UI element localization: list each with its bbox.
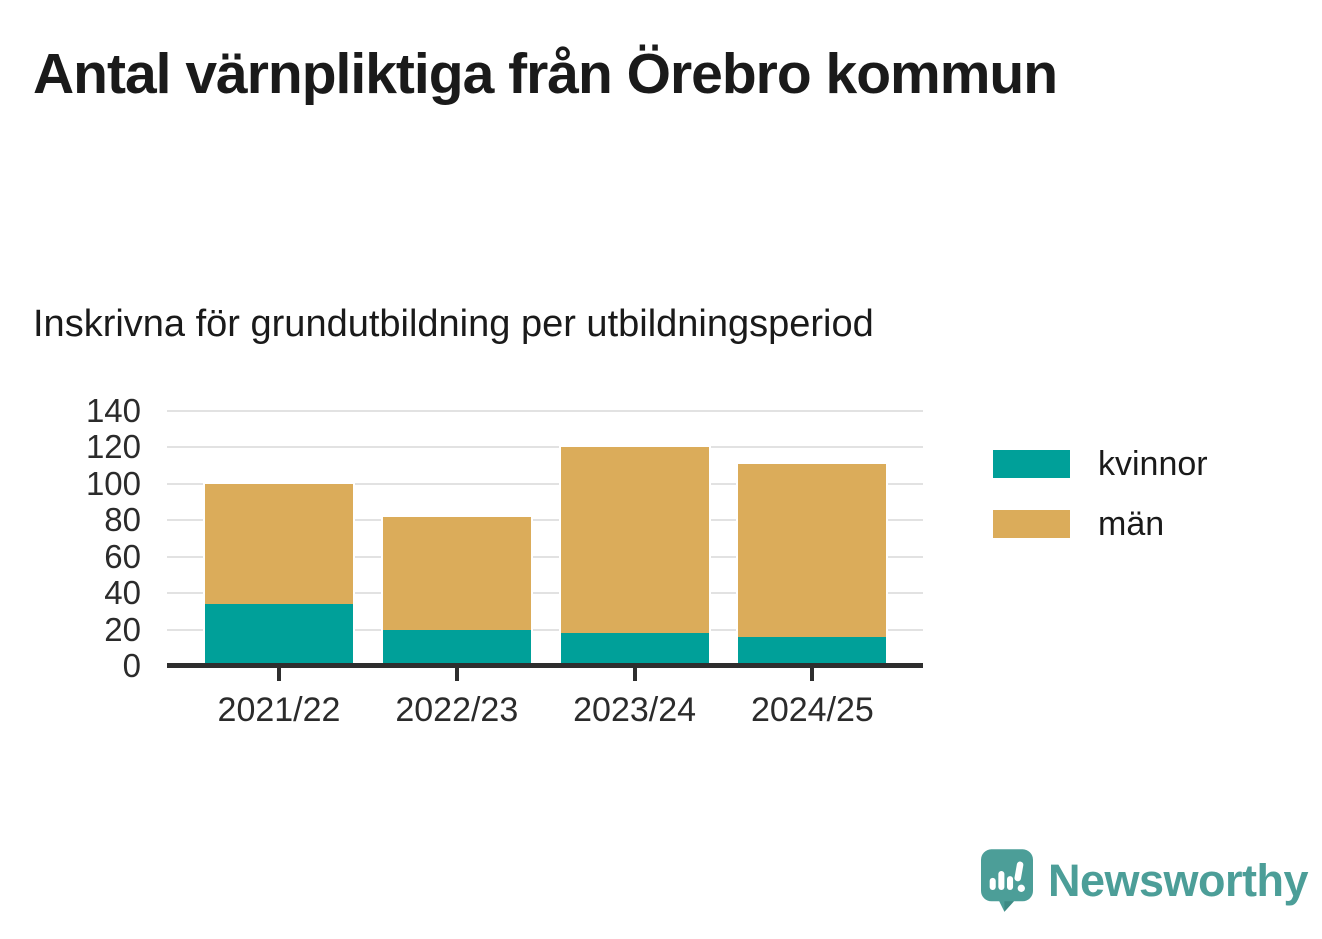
- y-tick-label: 80: [104, 501, 141, 539]
- x-tick-label: 2022/23: [395, 691, 519, 729]
- y-tick-label: 140: [85, 392, 141, 429]
- bar-segment-män-2024/25: [738, 464, 887, 637]
- legend-item: kvinnor: [993, 447, 1208, 481]
- gridline: [167, 482, 923, 485]
- newsworthy-branding: Newsworthy: [981, 849, 1309, 912]
- x-tick-label: 2021/22: [217, 691, 341, 729]
- legend-swatch: [993, 510, 1070, 538]
- gridline: [167, 410, 923, 412]
- legend-swatch: [993, 450, 1070, 478]
- newsworthy-logo-icon: [981, 849, 1033, 912]
- bar-segment-män-2022/23: [382, 517, 531, 630]
- y-tick-label: 0: [122, 647, 141, 684]
- gridline: [167, 446, 923, 449]
- x-tick-label: 2024/25: [750, 691, 874, 729]
- chart-title: Antal värnpliktiga från Örebro kommun: [33, 42, 1058, 106]
- legend-item: män: [993, 507, 1208, 541]
- chart-subtitle: Inskrivna för grundutbildning per utbild…: [33, 303, 874, 345]
- gridline: [167, 555, 923, 558]
- legend-label: kvinnor: [1098, 445, 1208, 483]
- bar-segment-kvinnor-2022/23: [382, 630, 531, 666]
- x-axis-line: [167, 663, 923, 668]
- gridline: [167, 628, 923, 631]
- bar-segment-kvinnor-2024/25: [738, 637, 887, 666]
- y-tick-label: 120: [85, 428, 141, 466]
- bar-segment-kvinnor-2023/24: [560, 633, 709, 666]
- bar-stack-2024/25: [738, 464, 887, 666]
- y-tick-label: 40: [104, 574, 141, 612]
- bar-segment-män-2021/22: [205, 484, 353, 604]
- bar-segment-kvinnor-2021/22: [205, 604, 353, 666]
- gridline: [167, 519, 923, 522]
- gridline: [167, 592, 923, 595]
- x-axis-tick: [632, 668, 637, 681]
- bar-stack-2022/23: [382, 517, 531, 666]
- legend-label: män: [1098, 505, 1165, 543]
- newsworthy-wordmark: Newsworthy: [1048, 855, 1309, 906]
- y-tick-label: 100: [85, 464, 141, 502]
- x-tick-label: 2023/24: [573, 691, 697, 729]
- legend: kvinnor män: [993, 447, 1208, 541]
- bar-stack-2021/22: [205, 484, 353, 666]
- bar-segment-män-2023/24: [560, 447, 709, 633]
- x-axis-tick: [277, 668, 281, 681]
- y-tick-label: 60: [104, 537, 141, 575]
- y-tick-label: 20: [104, 610, 141, 648]
- x-axis-tick: [454, 668, 459, 681]
- plot-area: [167, 410, 923, 667]
- bar-stack-2023/24: [560, 447, 709, 666]
- x-axis-tick: [810, 668, 815, 681]
